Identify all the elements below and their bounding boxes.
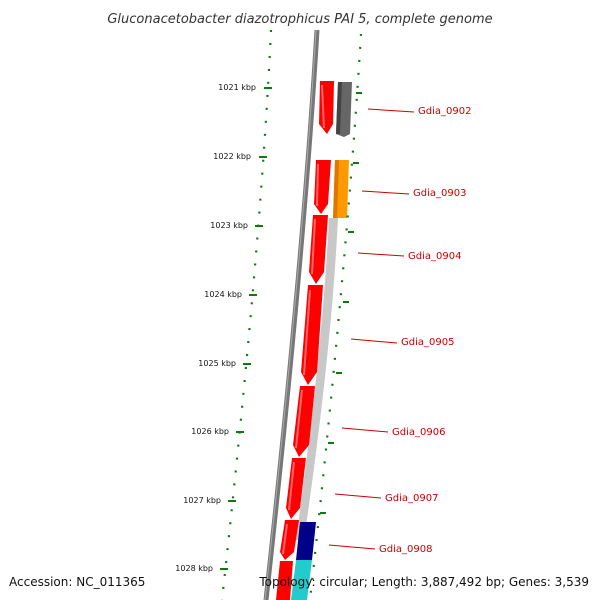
tick-label: 1023 kbp [210,221,248,230]
label-leader [357,252,405,257]
genome-backbone [263,29,320,600]
label-leader [361,190,410,195]
label-leader [350,338,398,344]
forward-gene-highlights [282,84,325,555]
gene-arrow-next-reverse[interactable] [291,560,312,600]
topology-text: Topology: circular; Length: 3,887,492 bp… [258,575,589,589]
gene-arrow-forward-4[interactable] [301,285,323,385]
gene-label-gdia-0905[interactable]: Gdia_0905 [401,337,454,348]
label-leader [367,108,415,113]
label-leader [334,493,382,499]
tick-label: 1021 kbp [218,83,256,92]
gene-arrow-forward-8[interactable] [276,561,293,600]
genome-backbone-highlight [264,29,317,600]
map-title: Gluconacetobacter diazotrophicus PAI 5, … [107,12,492,27]
gc-content-curve-inner [220,29,273,600]
accession-text: Accession: NC_011365 [9,575,145,589]
gene-label-gdia-0906[interactable]: Gdia_0906 [392,427,445,438]
reverse-strand-band [296,218,338,540]
gene-label-gdia-0904[interactable]: Gdia_0904 [408,251,461,262]
gene-label-gdia-0903[interactable]: Gdia_0903 [413,188,466,199]
label-leader [328,544,376,550]
gc-skew-markers [320,92,362,514]
gene-arrow-gdia-0908-reverse[interactable] [296,522,316,560]
gene-arrow-gdia-0902-reverse-shade [336,82,342,134]
gene-arrow-gdia-0903-reverse-shade [333,160,339,218]
gene-label-gdia-0907[interactable]: Gdia_0907 [385,493,438,504]
tick-label: 1026 kbp [191,427,229,436]
coordinate-ticks: 1021 kbp 1022 kbp 1023 kbp 1024 kbp 1025… [175,83,272,573]
gene-label-gdia-0908[interactable]: Gdia_0908 [379,544,432,555]
gene-label-gdia-0902[interactable]: Gdia_0902 [418,106,471,117]
tick-label: 1022 kbp [213,152,251,161]
tick-label: 1028 kbp [175,564,213,573]
tick-label: 1025 kbp [198,359,236,368]
gene-arrow-forward-5[interactable] [293,386,315,457]
label-leader [341,427,389,433]
tick-label: 1027 kbp [183,496,221,505]
gene-arrow-forward-6[interactable] [286,458,306,519]
gene-arrow-forward-7[interactable] [280,520,299,560]
tick-label: 1024 kbp [204,290,242,299]
gene-labels: Gdia_0902 Gdia_0903 Gdia_0904 Gdia_0905 … [328,106,471,555]
